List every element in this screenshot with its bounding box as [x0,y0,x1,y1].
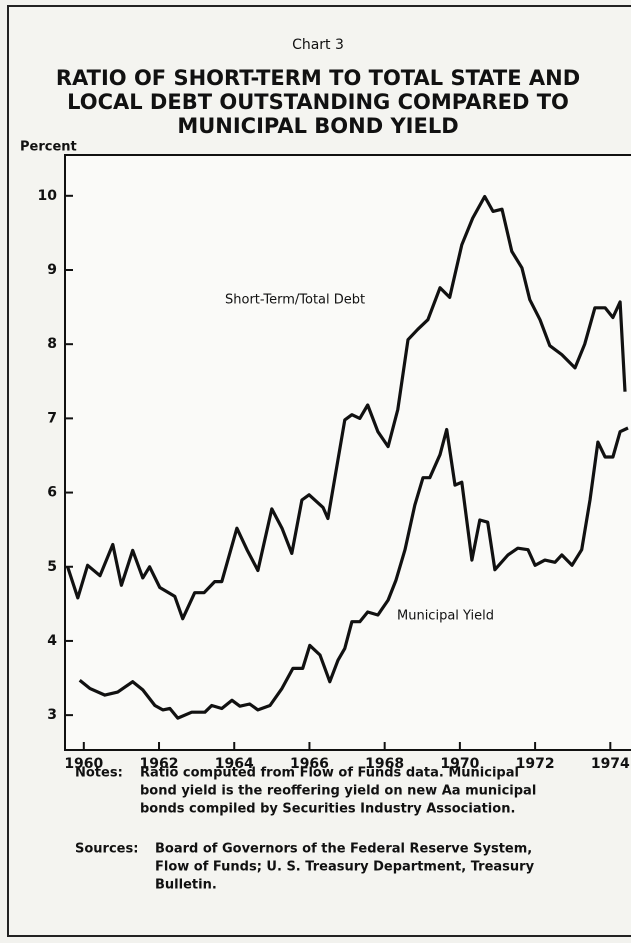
chart-title: MUNICIPAL BOND YIELD [177,114,458,138]
note-line: Ratio computed from Flow of Funds data. … [140,766,519,781]
plot-area [64,154,631,751]
y-tick-label: 5 [47,559,57,575]
chart-title: RATIO OF SHORT-TERM TO TOTAL STATE AND [56,66,580,90]
x-tick-label: 1966 [290,756,329,772]
note-line: bonds compiled by Securities Industry As… [140,802,515,817]
series-label: Short-Term/Total Debt [225,293,365,308]
sources-label: Sources: [75,842,138,857]
y-tick-label: 3 [47,707,57,723]
y-tick-label: 4 [47,633,57,649]
source-line: Board of Governors of the Federal Reserv… [155,842,532,857]
series-line [66,194,627,621]
y-tick-label: 6 [47,485,57,501]
x-tick-label: 1972 [516,756,555,772]
series-label: Municipal Yield [397,609,494,624]
notes-label: Notes: [75,766,123,781]
y-tick-label: 7 [47,410,57,426]
chart-title: LOCAL DEBT OUTSTANDING COMPARED TO [67,90,569,114]
x-tick-label: 1970 [440,756,479,772]
x-tick-label: 1960 [64,756,103,772]
x-tick-label: 1974 [591,756,630,772]
series-line [78,426,629,720]
x-tick-label: 1968 [365,756,404,772]
x-tick-label: 1964 [215,756,254,772]
chart-kicker: Chart 3 [292,37,344,53]
note-line: bond yield is the reoffering yield on ne… [140,784,536,799]
y-tick-label: 9 [47,262,57,278]
source-line: Bulletin. [155,878,217,893]
y-tick-label: 8 [47,336,57,352]
y-axis-label: Percent [20,140,77,155]
y-tick-label: 10 [38,188,58,204]
source-line: Flow of Funds; U. S. Treasury Department… [155,860,535,875]
x-tick-label: 1962 [140,756,179,772]
